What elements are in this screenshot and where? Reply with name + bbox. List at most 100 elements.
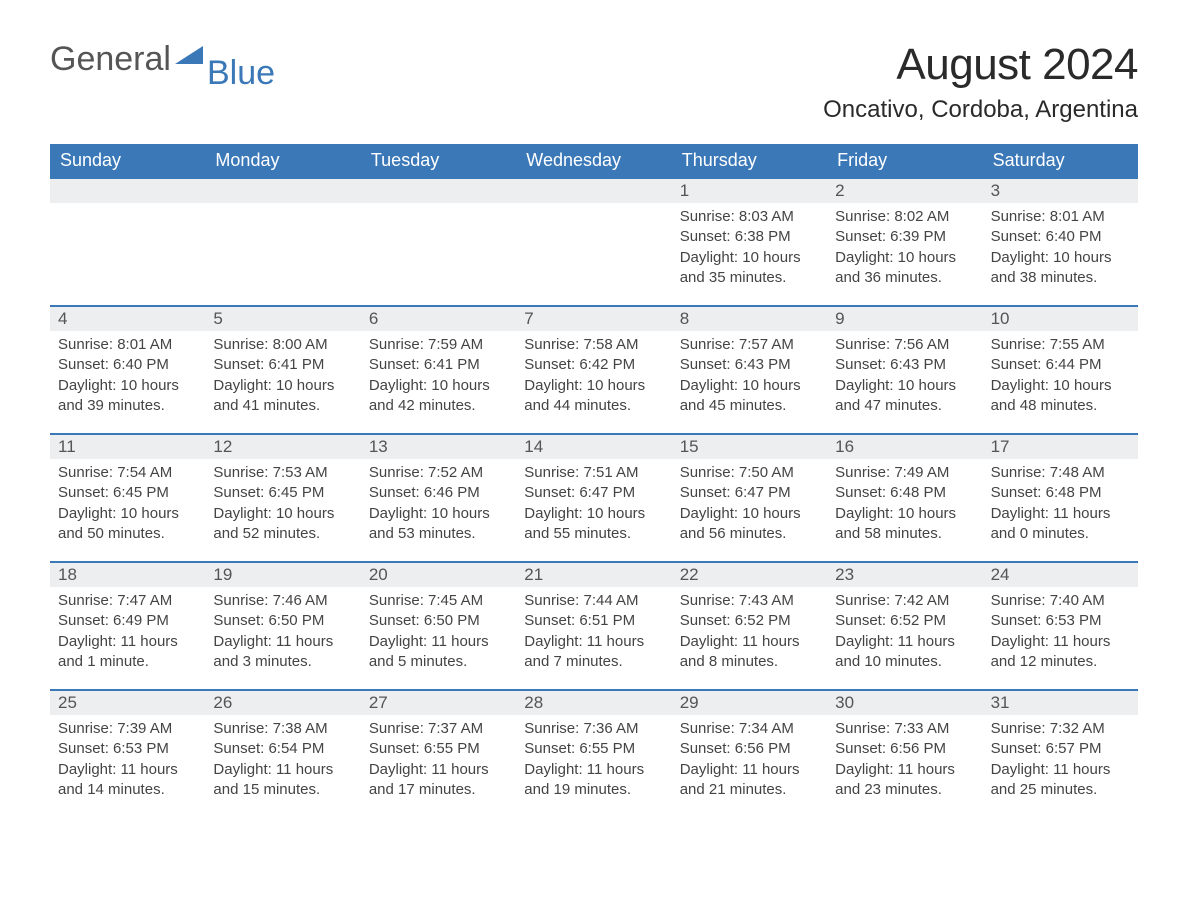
day-number: 13 (361, 435, 516, 459)
logo-triangle-icon (175, 46, 203, 66)
daylight-line: Daylight: 11 hours and 15 minutes. (213, 760, 352, 801)
calendar-cell: 3Sunrise: 8:01 AMSunset: 6:40 PMDaylight… (983, 177, 1138, 305)
day-number: 30 (827, 691, 982, 715)
calendar-grid: SundayMondayTuesdayWednesdayThursdayFrid… (50, 144, 1138, 817)
day-number: 17 (983, 435, 1138, 459)
day-number: 27 (361, 691, 516, 715)
sunrise-line: Sunrise: 7:50 AM (680, 463, 819, 483)
sunrise-line: Sunrise: 7:45 AM (369, 591, 508, 611)
daylight-line: Daylight: 11 hours and 8 minutes. (680, 632, 819, 673)
day-details: Sunrise: 8:01 AMSunset: 6:40 PMDaylight:… (983, 203, 1138, 298)
daylight-line: Daylight: 11 hours and 0 minutes. (991, 504, 1130, 545)
day-number: 21 (516, 563, 671, 587)
day-number: 15 (672, 435, 827, 459)
calendar-cell: 10Sunrise: 7:55 AMSunset: 6:44 PMDayligh… (983, 305, 1138, 433)
calendar-cell: 16Sunrise: 7:49 AMSunset: 6:48 PMDayligh… (827, 433, 982, 561)
day-number: 18 (50, 563, 205, 587)
calendar-cell: 18Sunrise: 7:47 AMSunset: 6:49 PMDayligh… (50, 561, 205, 689)
day-details: Sunrise: 7:53 AMSunset: 6:45 PMDaylight:… (205, 459, 360, 554)
sunset-line: Sunset: 6:45 PM (213, 483, 352, 503)
daylight-line: Daylight: 10 hours and 41 minutes. (213, 376, 352, 417)
sunrise-line: Sunrise: 7:39 AM (58, 719, 197, 739)
day-header: Sunday (50, 144, 205, 177)
sunset-line: Sunset: 6:49 PM (58, 611, 197, 631)
calendar-cell: 29Sunrise: 7:34 AMSunset: 6:56 PMDayligh… (672, 689, 827, 817)
calendar-cell: 27Sunrise: 7:37 AMSunset: 6:55 PMDayligh… (361, 689, 516, 817)
day-number: 28 (516, 691, 671, 715)
sunrise-line: Sunrise: 7:46 AM (213, 591, 352, 611)
day-details: Sunrise: 7:48 AMSunset: 6:48 PMDaylight:… (983, 459, 1138, 554)
day-header: Saturday (983, 144, 1138, 177)
day-number: 11 (50, 435, 205, 459)
sunrise-line: Sunrise: 7:57 AM (680, 335, 819, 355)
calendar-cell: 2Sunrise: 8:02 AMSunset: 6:39 PMDaylight… (827, 177, 982, 305)
title-block: August 2024 Oncativo, Cordoba, Argentina (823, 40, 1138, 124)
daylight-line: Daylight: 11 hours and 7 minutes. (524, 632, 663, 673)
calendar-cell: 15Sunrise: 7:50 AMSunset: 6:47 PMDayligh… (672, 433, 827, 561)
sunrise-line: Sunrise: 7:54 AM (58, 463, 197, 483)
day-number: 26 (205, 691, 360, 715)
day-number: 9 (827, 307, 982, 331)
daylight-line: Daylight: 10 hours and 39 minutes. (58, 376, 197, 417)
daylight-line: Daylight: 10 hours and 53 minutes. (369, 504, 508, 545)
sunrise-line: Sunrise: 7:43 AM (680, 591, 819, 611)
sunrise-line: Sunrise: 8:02 AM (835, 207, 974, 227)
day-number (205, 179, 360, 203)
sunrise-line: Sunrise: 7:34 AM (680, 719, 819, 739)
header: General Blue August 2024 Oncativo, Cordo… (50, 40, 1138, 124)
logo: General Blue (50, 40, 275, 79)
day-details: Sunrise: 7:52 AMSunset: 6:46 PMDaylight:… (361, 459, 516, 554)
calendar-cell: 26 Sunrise: 7:38 AMSunset: 6:54 PMDayligh… (205, 689, 360, 817)
sunset-line: Sunset: 6:47 PM (524, 483, 663, 503)
sunrise-line: Sunrise: 7:55 AM (991, 335, 1130, 355)
daylight-line: Daylight: 11 hours and 10 minutes. (835, 632, 974, 673)
calendar-cell: 22Sunrise: 7:43 AMSunset: 6:52 PMDayligh… (672, 561, 827, 689)
daylight-line: Daylight: 11 hours and 19 minutes. (524, 760, 663, 801)
daylight-line: Daylight: 11 hours and 12 minutes. (991, 632, 1130, 673)
day-number: 3 (983, 179, 1138, 203)
sunrise-line: Sunrise: 7:47 AM (58, 591, 197, 611)
sunset-line: Sunset: 6:50 PM (369, 611, 508, 631)
sunset-line: Sunset: 6:56 PM (680, 739, 819, 759)
day-header: Tuesday (361, 144, 516, 177)
sunset-line: Sunset: 6:40 PM (991, 227, 1130, 247)
day-details: Sunrise: 7:39 AMSunset: 6:53 PMDaylight:… (50, 715, 205, 810)
day-details: Sunrise: 7:34 AMSunset: 6:56 PMDaylight:… (672, 715, 827, 810)
day-details: Sunrise: 7:49 AMSunset: 6:48 PMDaylight:… (827, 459, 982, 554)
calendar-cell: 17Sunrise: 7:48 AMSunset: 6:48 PMDayligh… (983, 433, 1138, 561)
calendar-cell-blank (205, 177, 360, 305)
day-number: 25 (50, 691, 205, 715)
calendar-cell: 6Sunrise: 7:59 AMSunset: 6:41 PMDaylight… (361, 305, 516, 433)
day-details: Sunrise: 7:54 AMSunset: 6:45 PMDaylight:… (50, 459, 205, 554)
day-details: Sunrise: 7:32 AMSunset: 6:57 PMDaylight:… (983, 715, 1138, 810)
calendar-cell: 30Sunrise: 7:33 AMSunset: 6:56 PMDayligh… (827, 689, 982, 817)
daylight-line: Daylight: 10 hours and 52 minutes. (213, 504, 352, 545)
day-header: Wednesday (516, 144, 671, 177)
sunrise-line: Sunrise: 7:52 AM (369, 463, 508, 483)
day-details: Sunrise: 7:45 AMSunset: 6:50 PMDaylight:… (361, 587, 516, 682)
daylight-line: Daylight: 11 hours and 21 minutes. (680, 760, 819, 801)
day-details: Sunrise: 7:40 AMSunset: 6:53 PMDaylight:… (983, 587, 1138, 682)
sunset-line: Sunset: 6:48 PM (991, 483, 1130, 503)
sunrise-line: Sunrise: 7:38 AM (213, 719, 352, 739)
sunrise-line: Sunrise: 8:03 AM (680, 207, 819, 227)
calendar-cell: 25Sunrise: 7:39 AMSunset: 6:53 PMDayligh… (50, 689, 205, 817)
calendar-cell-blank (50, 177, 205, 305)
sunset-line: Sunset: 6:56 PM (835, 739, 974, 759)
logo-text-blue: Blue (207, 54, 275, 93)
day-details: Sunrise: 7:44 AMSunset: 6:51 PMDaylight:… (516, 587, 671, 682)
day-number: 22 (672, 563, 827, 587)
day-details: Sunrise: 7:33 AMSunset: 6:56 PMDaylight:… (827, 715, 982, 810)
calendar-cell: 9Sunrise: 7:56 AMSunset: 6:43 PMDaylight… (827, 305, 982, 433)
sunset-line: Sunset: 6:54 PM (213, 739, 352, 759)
day-details: Sunrise: 7:50 AMSunset: 6:47 PMDaylight:… (672, 459, 827, 554)
daylight-line: Daylight: 10 hours and 56 minutes. (680, 504, 819, 545)
sunset-line: Sunset: 6:53 PM (58, 739, 197, 759)
calendar-cell-blank (516, 177, 671, 305)
day-details: Sunrise: 7:47 AMSunset: 6:49 PMDaylight:… (50, 587, 205, 682)
day-number: 14 (516, 435, 671, 459)
sunrise-line: Sunrise: 7:40 AM (991, 591, 1130, 611)
sunset-line: Sunset: 6:55 PM (524, 739, 663, 759)
day-number: 29 (672, 691, 827, 715)
sunrise-line: Sunrise: 8:01 AM (58, 335, 197, 355)
